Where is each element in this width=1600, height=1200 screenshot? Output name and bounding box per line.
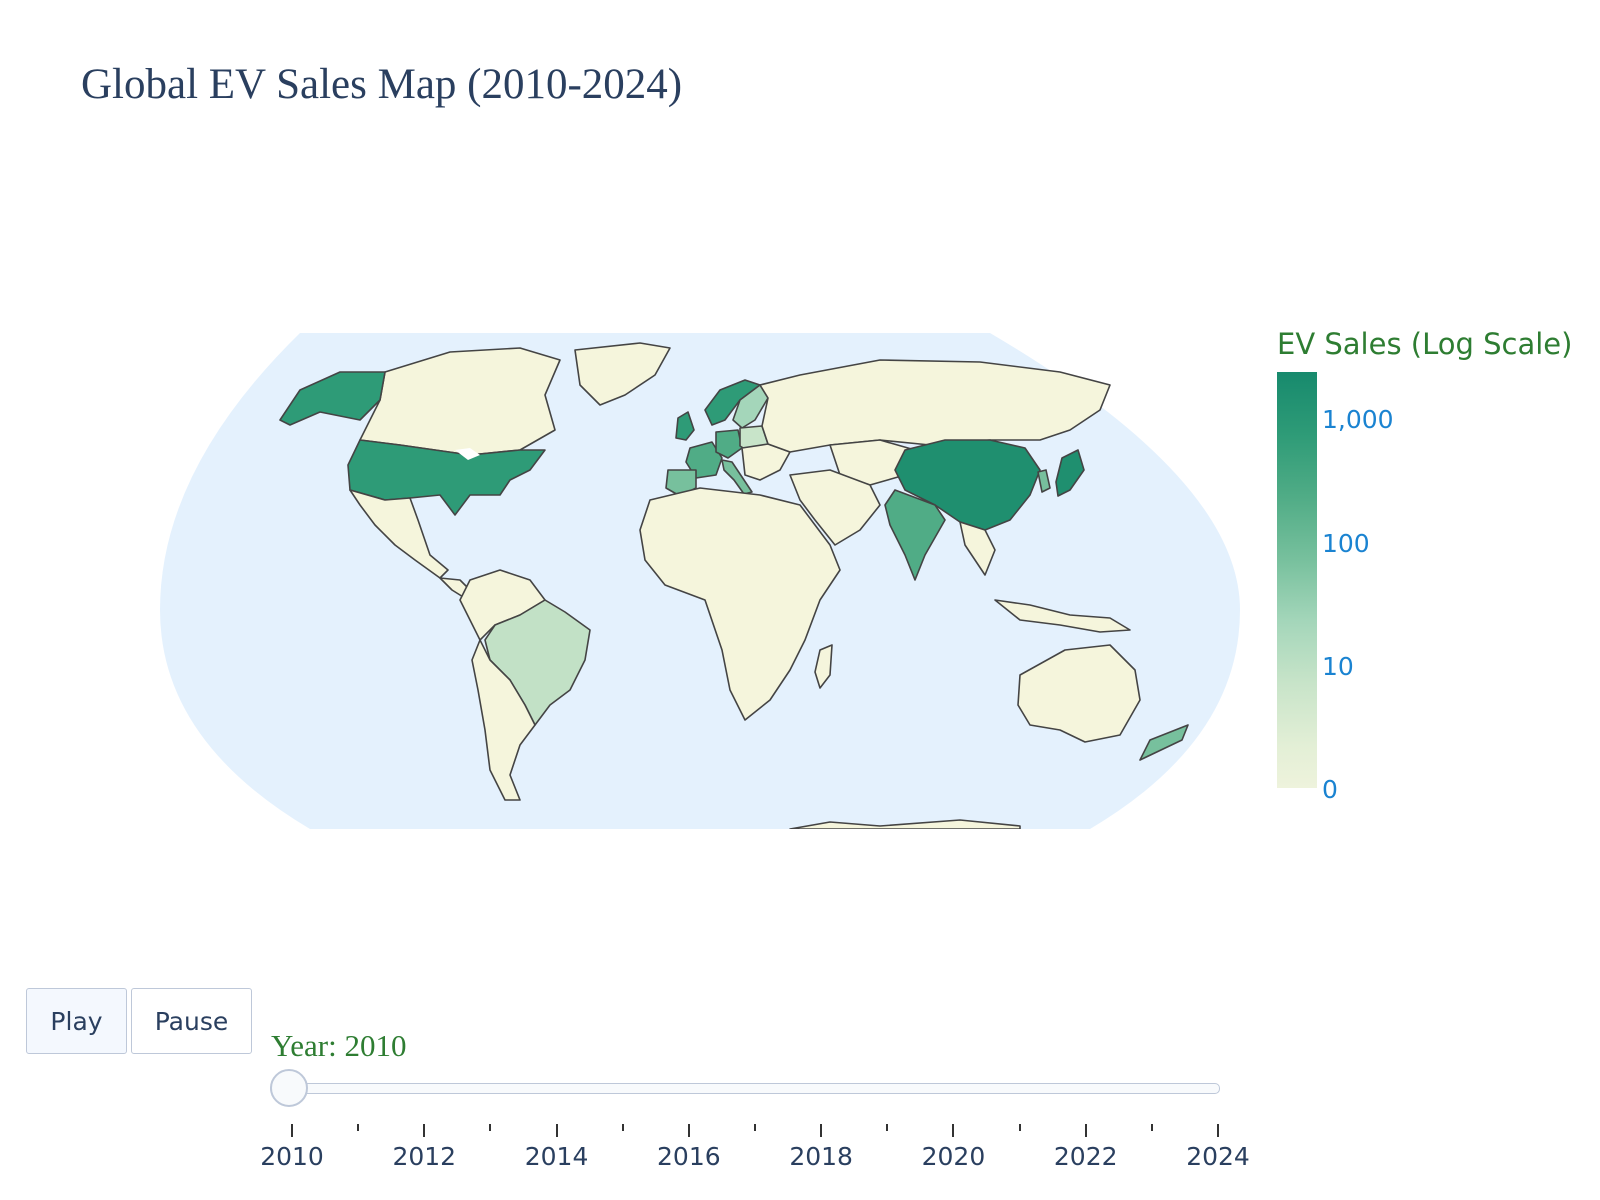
slider-handle[interactable]	[270, 1069, 308, 1107]
country-uk	[675, 411, 695, 441]
slider-tick-label: 2022	[1053, 1142, 1118, 1171]
slider-minor-tick	[621, 1124, 624, 1131]
slider-major-tick	[1084, 1124, 1087, 1137]
greenland	[574, 342, 671, 406]
pause-button[interactable]: Pause	[131, 988, 252, 1054]
play-button[interactable]: Play	[26, 988, 127, 1054]
great-lakes	[455, 448, 480, 460]
slider-major-tick	[555, 1124, 558, 1137]
colorbar-title: EV Sales (Log Scale)	[1277, 327, 1573, 361]
colorbar-tick-label: 0	[1322, 775, 1338, 804]
slider-tick-label: 2014	[524, 1142, 589, 1171]
country-japan	[1055, 449, 1085, 497]
slider-major-tick	[952, 1124, 955, 1137]
slider-tick-label: 2016	[657, 1142, 721, 1171]
slider-rail[interactable]	[270, 1083, 1220, 1094]
colorbar-gradient	[1277, 372, 1317, 788]
slider-minor-tick	[489, 1124, 492, 1131]
country-russia	[759, 359, 1111, 453]
colorbar-tick-label: 1,000	[1322, 405, 1394, 434]
slider-major-tick	[820, 1124, 823, 1137]
slider-tick-label: 2024	[1186, 1142, 1250, 1171]
slider-minor-tick	[754, 1124, 756, 1131]
country-alaska	[279, 371, 386, 426]
slider-major-tick	[687, 1124, 690, 1137]
antarctica	[789, 819, 1021, 829]
country-southern-cone	[471, 639, 536, 801]
indonesia-islands	[994, 599, 1131, 633]
slider-tick-label: 2018	[789, 1142, 853, 1171]
country-india	[884, 489, 946, 581]
country-china	[894, 439, 1041, 531]
country-france	[685, 441, 723, 479]
country-middle-east	[789, 469, 881, 546]
country-madagascar	[814, 644, 833, 689]
slider-major-tick	[1217, 1124, 1219, 1137]
country-southeast-asia	[959, 521, 996, 576]
slider-tick-label: 2020	[921, 1142, 986, 1171]
slider-tick-label: 2012	[392, 1142, 457, 1171]
slider-major-tick	[423, 1124, 426, 1137]
slider-minor-tick	[357, 1124, 360, 1131]
country-new-zealand	[1139, 724, 1189, 761]
slider-tick-label: 2010	[260, 1142, 324, 1171]
slider-minor-tick	[1150, 1124, 1153, 1131]
slider-minor-tick	[886, 1124, 889, 1131]
country-korea	[1037, 469, 1051, 493]
colorbar-tick-label: 10	[1322, 652, 1354, 681]
country-australia	[1017, 644, 1141, 743]
country-germany	[715, 429, 743, 459]
slider-current-value: Year: 2010	[271, 1028, 407, 1063]
country-africa	[639, 487, 841, 721]
country-mexico	[349, 489, 449, 579]
slider-major-tick	[291, 1124, 293, 1137]
colorbar-tick-label: 100	[1322, 529, 1370, 558]
page-title: Global EV Sales Map (2010-2024)	[81, 61, 683, 108]
slider-minor-tick	[1018, 1124, 1021, 1131]
country-canada	[359, 347, 561, 456]
